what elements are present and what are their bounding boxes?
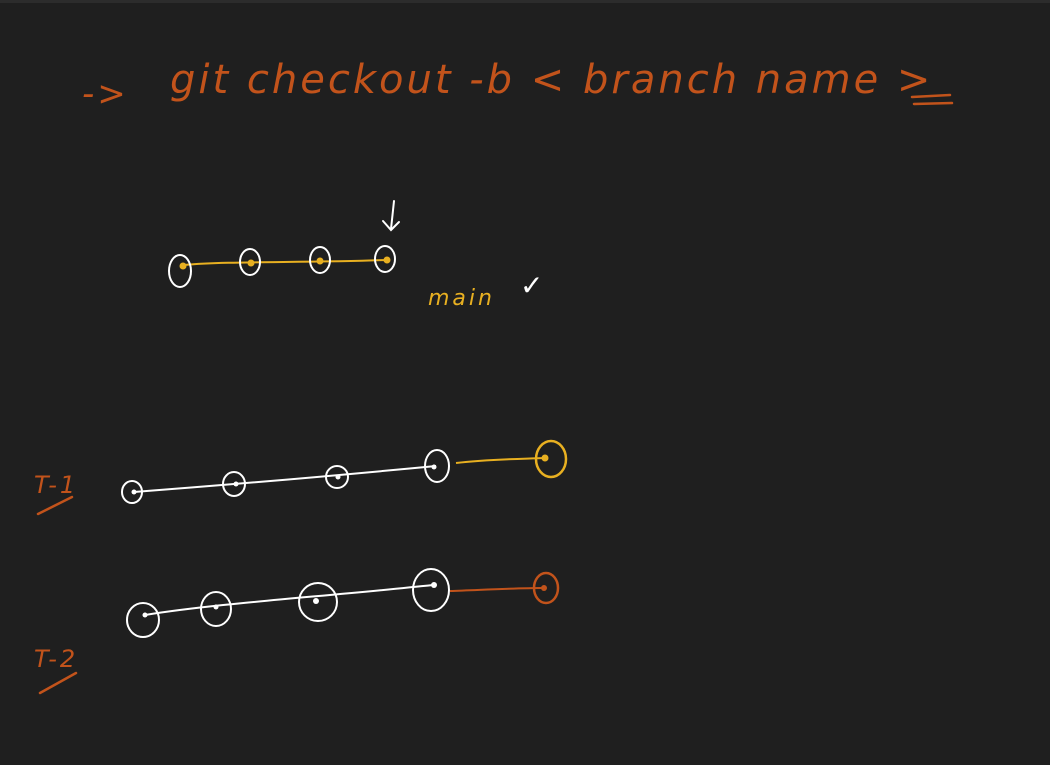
t1-new-edge [456, 458, 545, 463]
t2-commit-4 [413, 569, 449, 611]
main-commit-1 [169, 255, 191, 287]
head-pointer-icon [383, 201, 399, 230]
main-branch-edge [184, 260, 386, 265]
t2-underline [40, 673, 76, 693]
diagram-svg: -> git checkout -b < branch name > main … [0, 3, 1050, 765]
check-mark-icon: ✓ [520, 269, 543, 302]
t2-commit-1 [127, 603, 159, 637]
t2-new-edge [450, 588, 543, 591]
main-branch-line: main ✓ [169, 201, 543, 311]
t2-main-edge [145, 585, 433, 615]
heading-command: git checkout -b < branch name > [170, 57, 933, 103]
main-branch-label: main [428, 286, 495, 311]
heading-arrow: -> [82, 74, 129, 114]
t1-main-edge [134, 466, 436, 492]
t2-label: T-2 [34, 645, 78, 673]
t1-underline [38, 497, 72, 514]
heading: -> git checkout -b < branch name > [82, 57, 933, 114]
t2-branch: T-2 [34, 569, 558, 693]
t1-branch: T-1 [34, 441, 566, 514]
t1-label: T-1 [34, 471, 78, 499]
